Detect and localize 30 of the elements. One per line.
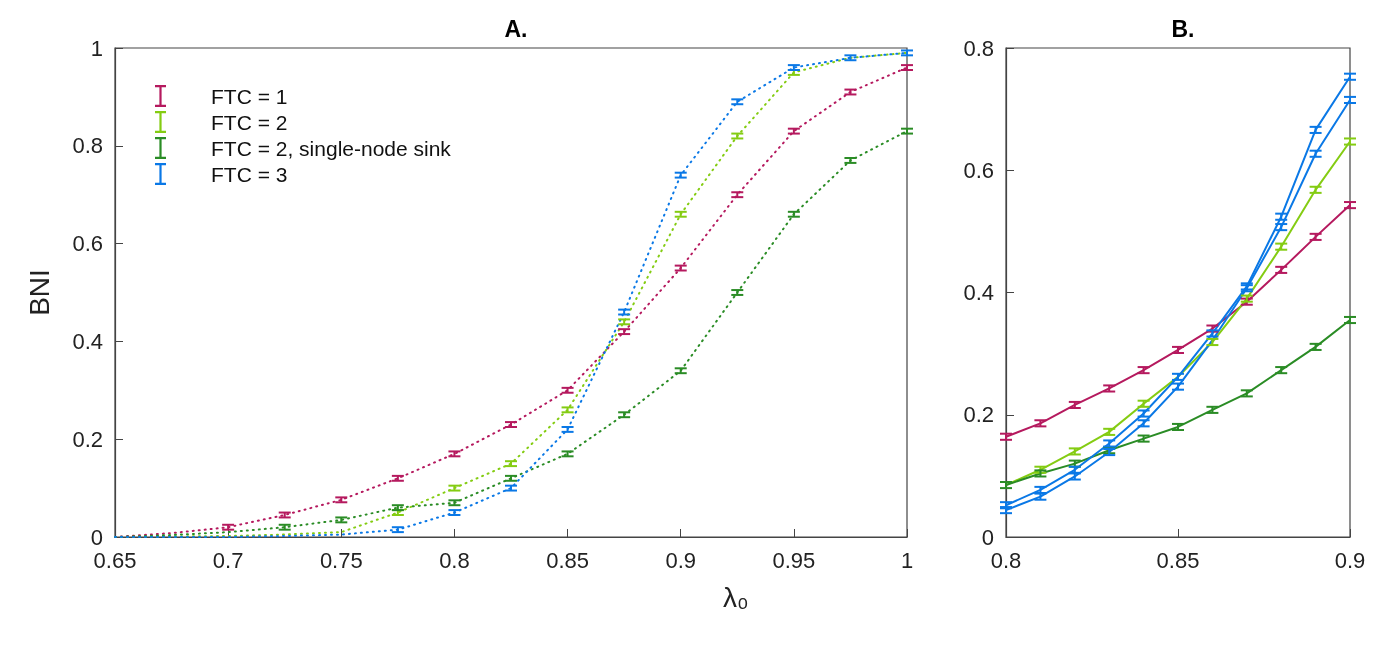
y-tick-label: 0.8: [963, 35, 994, 61]
x-tick-label: 0.75: [319, 547, 363, 573]
x-axis-title: λ₀: [723, 581, 749, 613]
y-axis-title: BNI: [23, 269, 55, 316]
x-tick-label: 0.85: [1156, 547, 1200, 573]
x-tick-label: 1: [900, 547, 914, 573]
y-tick-label: 0: [90, 524, 103, 550]
x-tick-label: 0.9: [665, 547, 697, 573]
x-tick-label: 0.95: [772, 547, 816, 573]
chart-title: B.: [1171, 15, 1195, 42]
legend-label: FTC = 1: [211, 84, 288, 108]
chart-title: A.: [504, 15, 528, 42]
x-tick-label: 0.8: [990, 547, 1022, 573]
y-tick-label: 0.4: [72, 328, 103, 354]
y-tick-label: 0.2: [963, 402, 994, 428]
x-tick-label: 0.65: [93, 547, 137, 573]
legend-label: FTC = 2, single-node sink: [211, 136, 452, 160]
y-tick-label: 0.4: [963, 280, 994, 305]
legend-label: FTC = 3: [211, 162, 288, 186]
y-tick-label: 0: [981, 524, 994, 550]
x-tick-label: 0.85: [546, 547, 589, 573]
y-tick-label: 0.6: [963, 157, 994, 183]
y-tick-label: 1: [90, 35, 103, 61]
y-tick-label: 0.6: [72, 231, 103, 257]
x-tick-label: 0.9: [1334, 547, 1366, 573]
y-tick-label: 0.2: [72, 426, 103, 452]
y-tick-label: 0.8: [72, 133, 103, 159]
legend-label: FTC = 2: [211, 110, 288, 134]
x-tick-label: 0.8: [439, 547, 470, 573]
x-tick-label: 0.7: [212, 547, 244, 573]
